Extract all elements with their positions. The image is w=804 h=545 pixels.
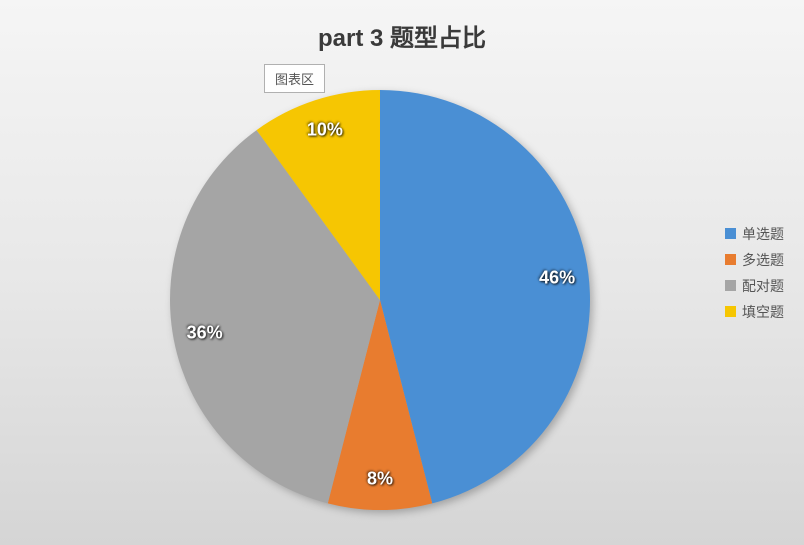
legend-label: 配对题	[742, 276, 784, 296]
tooltip-text: 图表区	[275, 72, 314, 87]
legend: 单选题多选题配对题填空题	[725, 218, 784, 328]
legend-swatch	[725, 280, 736, 291]
legend-swatch	[725, 254, 736, 265]
pie-svg	[170, 90, 590, 510]
data-label: 36%	[187, 323, 223, 344]
chart-area-tooltip: 图表区	[264, 64, 325, 93]
data-label: 10%	[307, 120, 343, 141]
chart-container: part 3 题型占比 图表区 46% 8% 36% 10% 单选题多选题配对题填空题	[0, 0, 804, 545]
legend-swatch	[725, 228, 736, 239]
data-label: 8%	[367, 468, 393, 489]
legend-item: 多选题	[725, 250, 784, 270]
pie-chart	[170, 90, 590, 510]
legend-label: 填空题	[742, 302, 784, 322]
legend-item: 填空题	[725, 302, 784, 322]
legend-label: 单选题	[742, 224, 784, 244]
legend-item: 配对题	[725, 276, 784, 296]
data-label: 46%	[539, 267, 575, 288]
legend-swatch	[725, 306, 736, 317]
chart-title: part 3 题型占比	[318, 18, 486, 53]
legend-label: 多选题	[742, 250, 784, 270]
legend-item: 单选题	[725, 224, 784, 244]
